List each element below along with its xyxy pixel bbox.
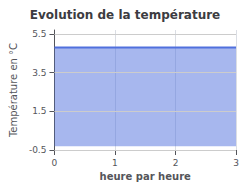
svg-text:1: 1 <box>112 158 118 168</box>
svg-text:2: 2 <box>173 158 179 168</box>
svg-text:Température en °C: Température en °C <box>8 43 19 138</box>
svg-text:0: 0 <box>52 158 58 168</box>
svg-text:-0.5: -0.5 <box>29 145 47 155</box>
svg-text:heure par heure: heure par heure <box>100 171 191 182</box>
svg-text:5.5: 5.5 <box>32 29 46 39</box>
svg-text:3: 3 <box>233 158 239 168</box>
svg-text:3.5: 3.5 <box>32 68 46 78</box>
svg-text:1.5: 1.5 <box>32 106 46 116</box>
svg-text:Evolution de la température: Evolution de la température <box>30 8 221 22</box>
